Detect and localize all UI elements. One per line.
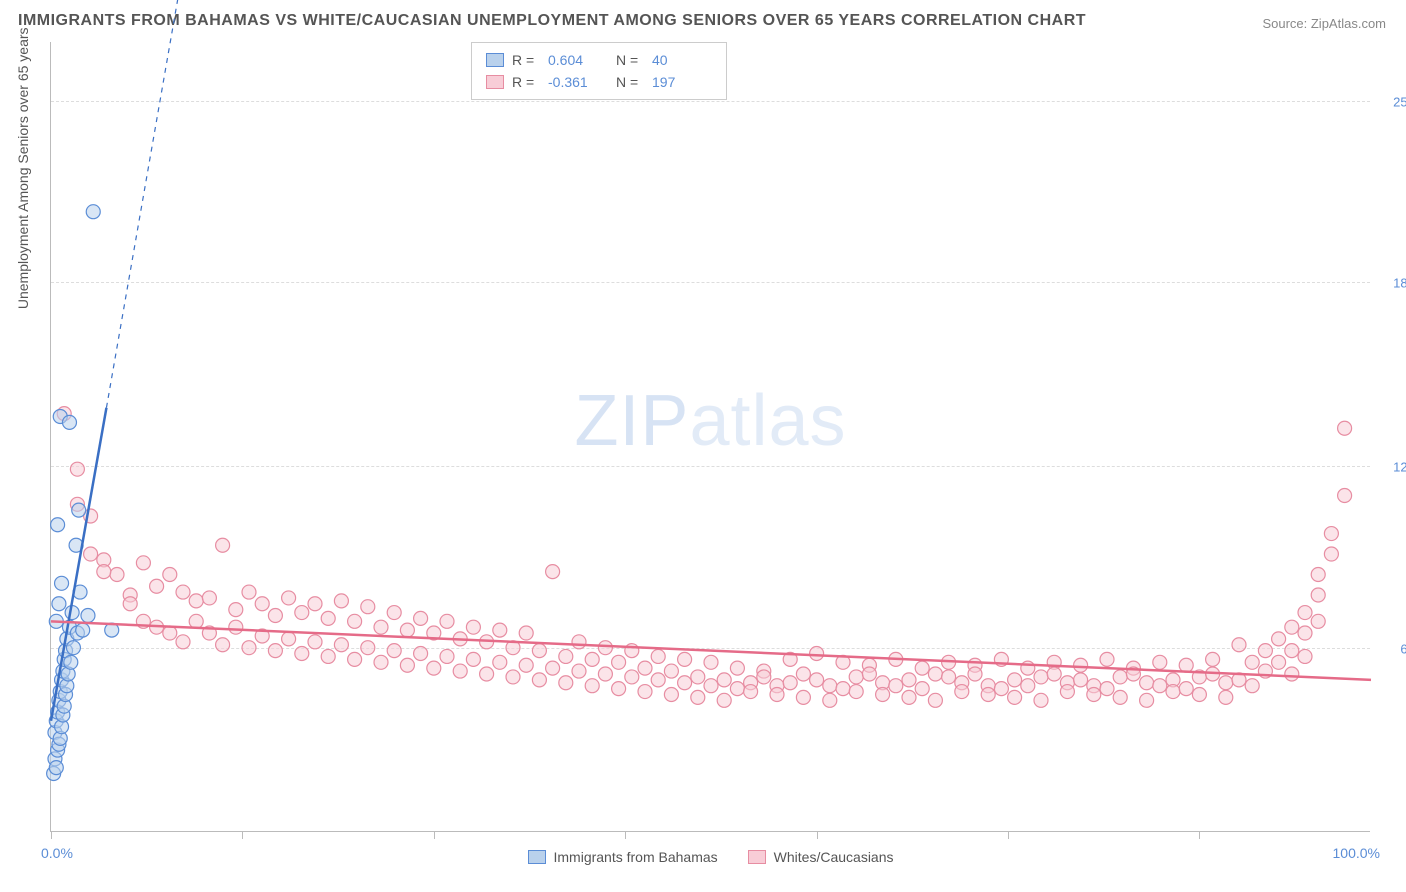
- legend-item: Whites/Caucasians: [748, 849, 894, 865]
- legend-label: Immigrants from Bahamas: [554, 849, 718, 865]
- swatch-blue: [486, 53, 504, 67]
- y-tick-label: 18.8%: [1393, 275, 1406, 290]
- plot-area: ZIPatlas 6.3%12.5%18.8%25.0% 0.0% 100.0%…: [50, 42, 1370, 832]
- n-label: N =: [616, 52, 644, 68]
- source-label: Source: ZipAtlas.com: [1262, 16, 1386, 31]
- n-value-blue: 40: [652, 52, 712, 68]
- y-axis-title: Unemployment Among Seniors over 65 years: [15, 27, 31, 309]
- chart-title: IMMIGRANTS FROM BAHAMAS VS WHITE/CAUCASI…: [18, 12, 1086, 30]
- r-value-blue: 0.604: [548, 52, 608, 68]
- chart-svg: [51, 42, 1370, 831]
- legend-row: R = -0.361 N = 197: [486, 71, 712, 93]
- legend-row: R = 0.604 N = 40: [486, 49, 712, 71]
- swatch-blue: [528, 850, 546, 864]
- x-label-min: 0.0%: [41, 845, 73, 861]
- r-label: R =: [512, 74, 540, 90]
- legend-series: Immigrants from Bahamas Whites/Caucasian…: [528, 849, 894, 865]
- y-tick-label: 6.3%: [1400, 641, 1406, 656]
- y-tick-label: 25.0%: [1393, 94, 1406, 109]
- y-tick-label: 12.5%: [1393, 460, 1406, 475]
- swatch-pink: [486, 75, 504, 89]
- x-label-max: 100.0%: [1333, 845, 1380, 861]
- swatch-pink: [748, 850, 766, 864]
- legend-correlation: R = 0.604 N = 40 R = -0.361 N = 197: [471, 42, 727, 100]
- legend-label: Whites/Caucasians: [774, 849, 894, 865]
- n-label: N =: [616, 74, 644, 90]
- legend-item: Immigrants from Bahamas: [528, 849, 718, 865]
- r-value-pink: -0.361: [548, 74, 608, 90]
- n-value-pink: 197: [652, 74, 712, 90]
- r-label: R =: [512, 52, 540, 68]
